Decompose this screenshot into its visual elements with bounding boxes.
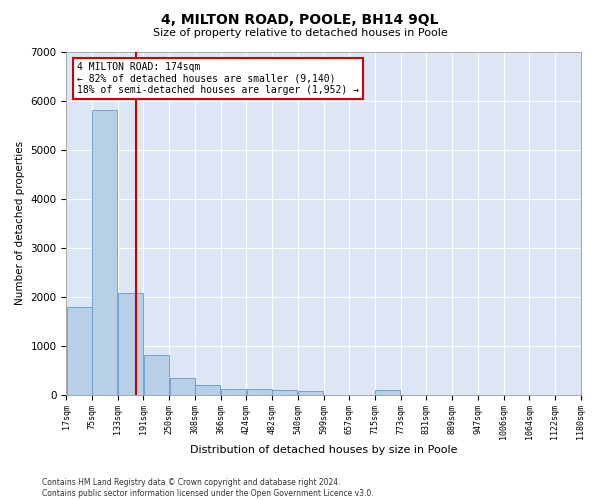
Bar (375, 390, 400, 394)
Text: 4 MILTON ROAD: 174sqm
← 82% of detached houses are smaller (9,140)
18% of semi-d: 4 MILTON ROAD: 174sqm ← 82% of detached … (77, 62, 359, 95)
Text: 4, MILTON ROAD, POOLE, BH14 9QL: 4, MILTON ROAD, POOLE, BH14 9QL (161, 12, 439, 26)
Bar (170, 378, 195, 394)
Bar (195, 385, 220, 394)
Bar (221, 389, 246, 394)
Bar (247, 390, 272, 394)
Bar (298, 391, 323, 394)
Bar (92, 110, 118, 395)
Bar (143, 355, 169, 395)
Bar (272, 390, 298, 394)
Text: Size of property relative to detached houses in Poole: Size of property relative to detached ho… (152, 28, 448, 38)
Text: Contains HM Land Registry data © Crown copyright and database right 2024.
Contai: Contains HM Land Registry data © Crown c… (42, 478, 374, 498)
Bar (118, 292, 143, 394)
Y-axis label: Number of detached properties: Number of detached properties (15, 141, 25, 305)
X-axis label: Distribution of detached houses by size in Poole: Distribution of detached houses by size … (190, 445, 457, 455)
Bar (67, 308, 92, 394)
